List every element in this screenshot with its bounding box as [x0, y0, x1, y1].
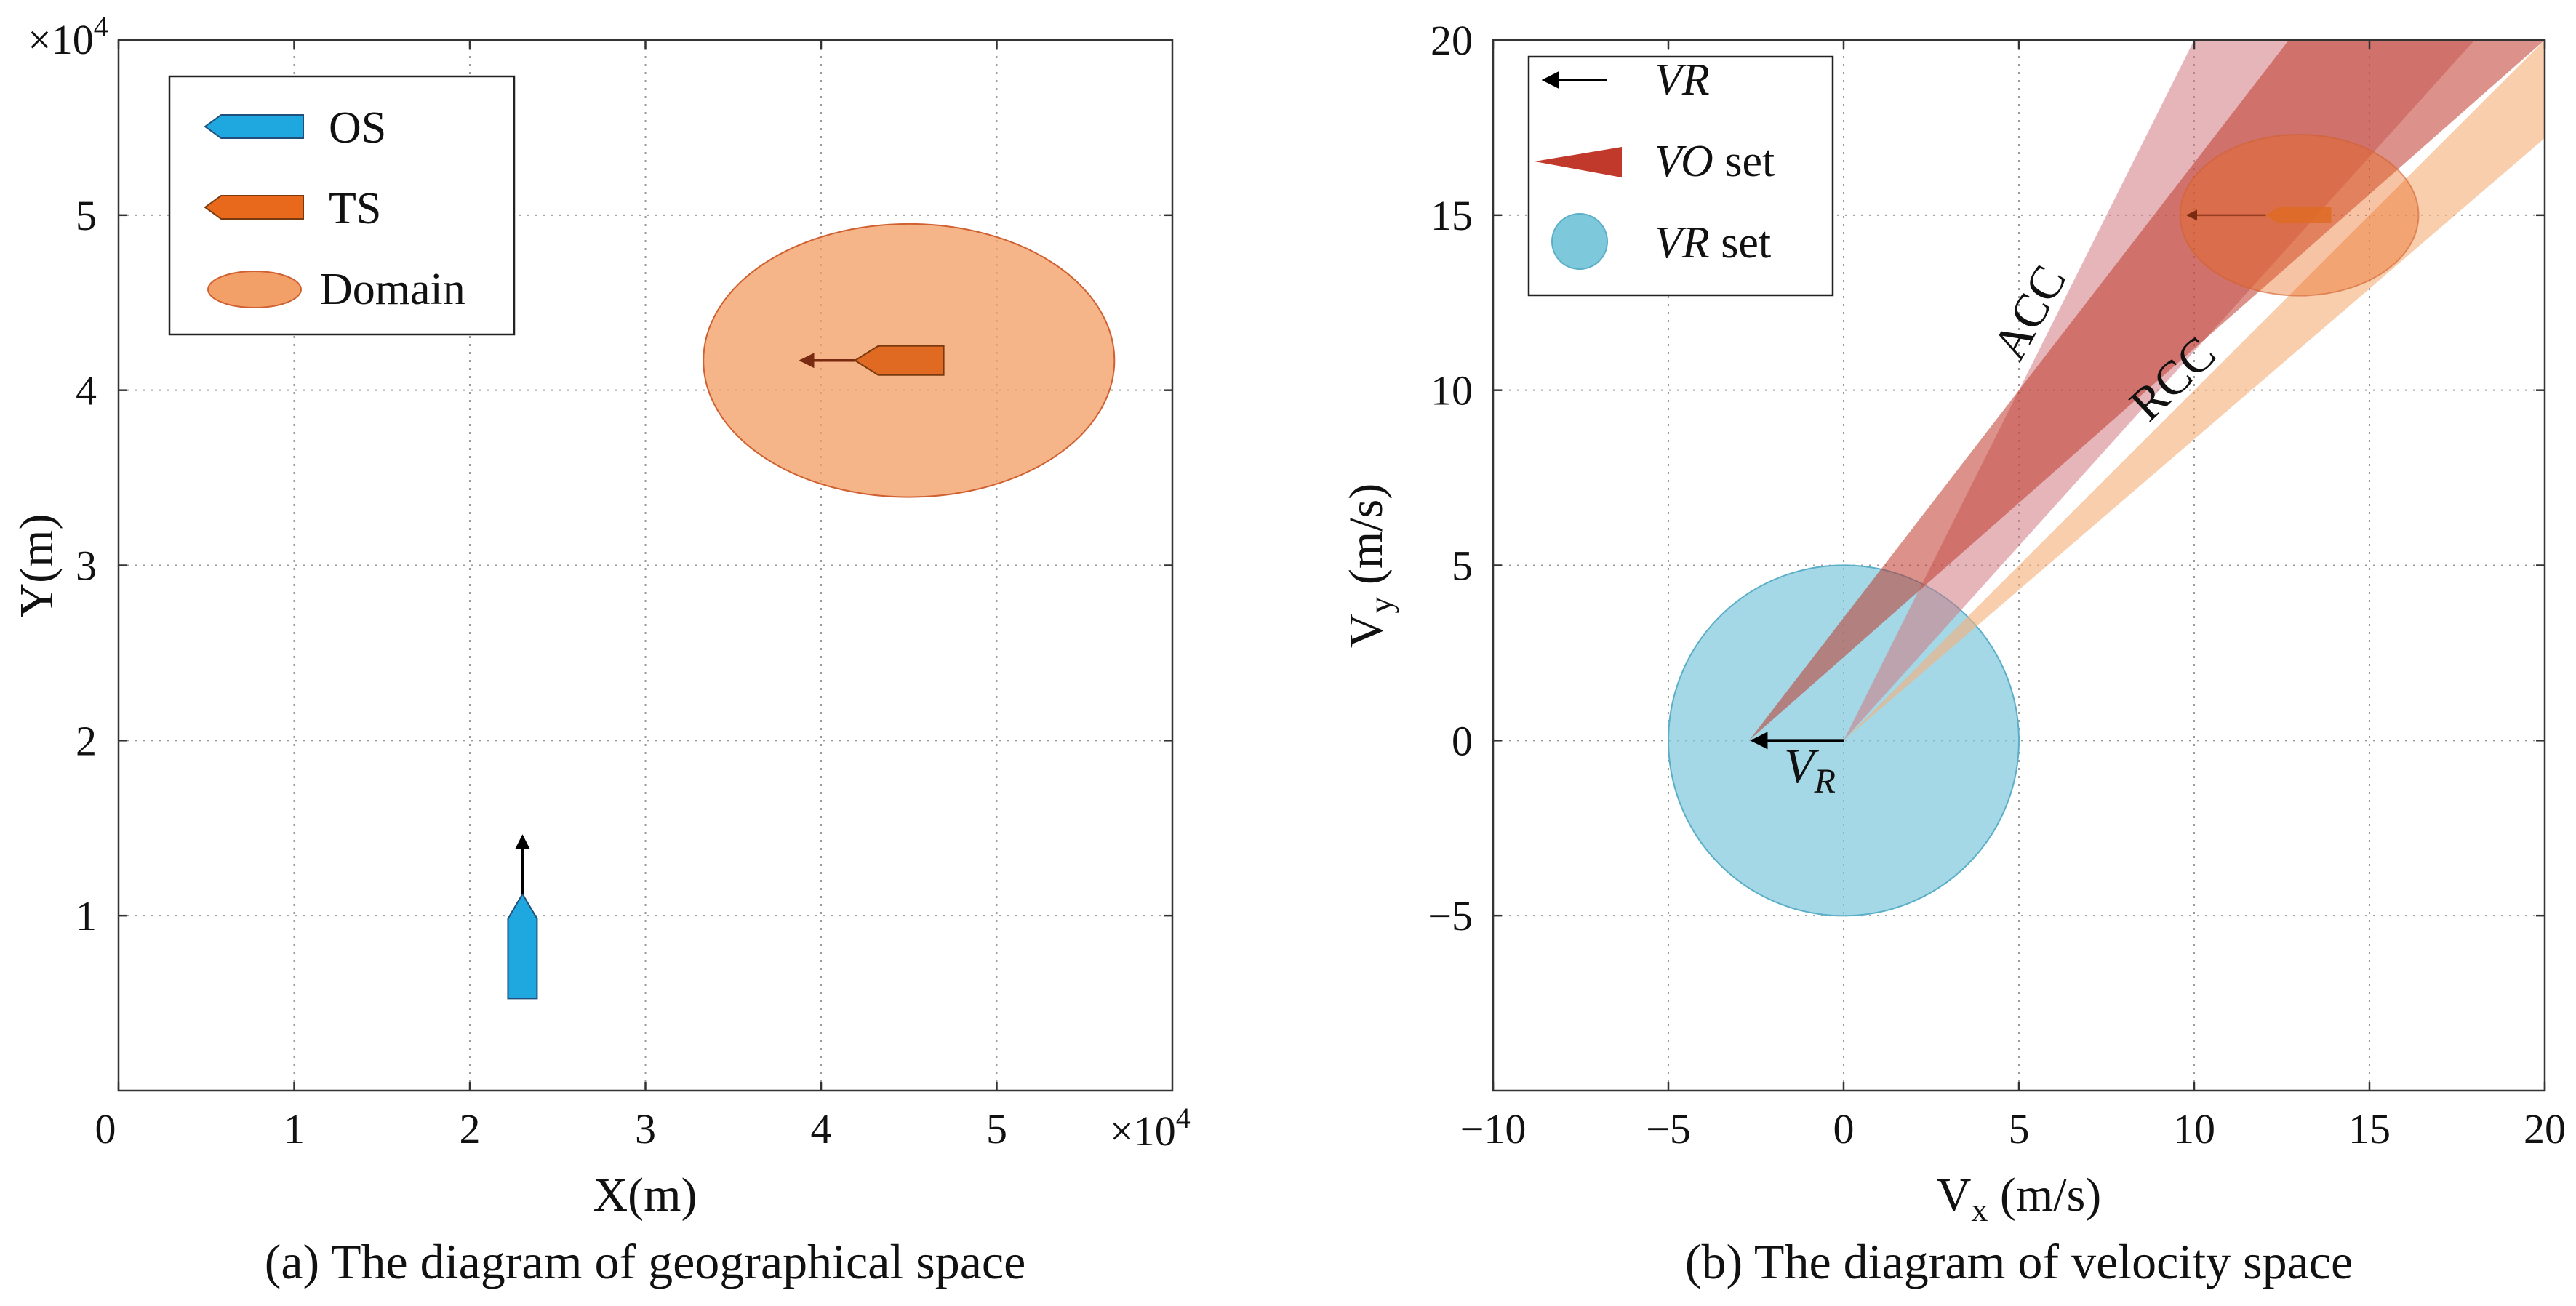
x-tick-label: 10	[2173, 1105, 2215, 1153]
caption-a: (a) The diagram of geographical space	[265, 1234, 1026, 1289]
x-tick-label: 3	[635, 1105, 656, 1153]
y-tick-label: −5	[1428, 892, 1473, 940]
y-axis-label-a: Y(m)	[10, 514, 63, 618]
y-tick-label: 20	[1431, 17, 1473, 64]
x-tick-label: −10	[1460, 1105, 1527, 1153]
x-tick-label: 5	[986, 1105, 1007, 1153]
y-tick-label: 5	[76, 192, 97, 239]
acc-cone	[1844, 40, 2475, 741]
target-ship-icon	[799, 345, 945, 376]
geographical-space-panel: 0 1 2 3 4 5 1 2 3 4 5 ×104 ×104 X(m) Y(m) (a) The …	[10, 10, 1191, 1289]
x-tick-label: 0	[95, 1105, 116, 1153]
legend-label-domain: Domain	[320, 265, 465, 314]
x-tick-label: 2	[460, 1105, 481, 1153]
x-multiplier: ×104	[1110, 1102, 1191, 1155]
own-ship-icon	[507, 834, 538, 1000]
y-tick-label: 15	[1431, 192, 1473, 239]
x-tick-label: 20	[2524, 1105, 2566, 1153]
x-tick-label: 1	[284, 1105, 305, 1153]
x-tick-label: 4	[811, 1105, 832, 1153]
vr-set-legend-icon	[1551, 213, 1608, 270]
own-ship-hull	[507, 892, 538, 1000]
ticks-b: −10 −5 0 5 10 15 20 −5 0 5 10 15 20	[1428, 17, 2566, 1153]
caption-b: (b) The diagram of velocity space	[1685, 1234, 2353, 1289]
y-tick-label: 0	[1452, 717, 1473, 764]
legend-label-vo: VO set	[1655, 137, 1775, 186]
x-axis-label-b: Vx (m/s)	[1937, 1169, 2102, 1228]
legend-label-vr: VR	[1655, 55, 1710, 105]
y-tick-label: 10	[1431, 367, 1473, 414]
ts-legend-icon	[204, 195, 304, 220]
vr-vector-label: VR	[1784, 738, 1836, 801]
target-ship-hull-b	[2265, 207, 2332, 223]
x-tick-label: 15	[2348, 1105, 2391, 1153]
legend-label-os: OS	[329, 103, 386, 153]
legend-label-vr-set: VR set	[1655, 218, 1771, 268]
y-axis-label-b: Vy (m/s)	[1340, 484, 1399, 649]
y-multiplier: ×104	[28, 10, 108, 63]
vo-legend-icon	[1535, 147, 1622, 177]
target-ship-icon-b	[2186, 207, 2332, 223]
legend-label-ts: TS	[329, 184, 381, 233]
x-tick-label: 5	[2009, 1105, 2030, 1153]
legend-a: OS TS Domain	[168, 75, 516, 336]
y-tick-label: 5	[1452, 542, 1473, 590]
y-tick-label: 3	[76, 542, 97, 590]
ticks-a: 0 1 2 3 4 5 1 2 3 4 5	[76, 40, 1172, 1153]
x-tick-label: −5	[1646, 1105, 1691, 1153]
y-tick-label: 1	[76, 892, 97, 940]
os-legend-icon	[204, 114, 304, 139]
legend-b: VR VO set VR set	[1527, 55, 1834, 297]
rcc-cone	[1844, 40, 2545, 741]
x-tick-label: 0	[1833, 1105, 1855, 1153]
y-tick-label: 2	[76, 717, 97, 764]
domain-legend-icon	[207, 271, 302, 308]
target-ship-hull	[853, 345, 945, 376]
vo-set-cone	[1748, 40, 2545, 741]
x-axis-label-a: X(m)	[593, 1169, 697, 1222]
y-tick-label: 4	[76, 367, 97, 414]
